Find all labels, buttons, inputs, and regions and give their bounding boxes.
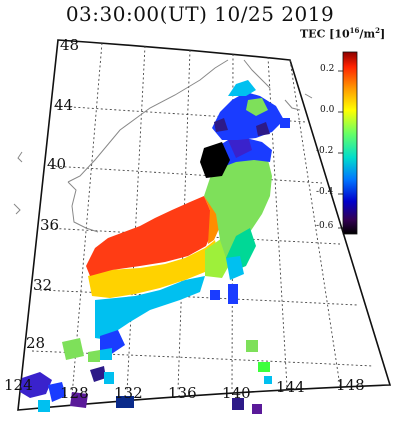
longitude-label: 128 [60, 384, 89, 402]
latitude-label: 28 [26, 334, 46, 352]
region-central-honshu [86, 196, 212, 276]
colorbar-ticks [338, 70, 343, 229]
latitude-label: 44 [54, 96, 74, 114]
region-northern-tohoku [200, 142, 230, 178]
longitude-label: 136 [168, 384, 197, 402]
colorbar-tick-label: -0.4 [316, 187, 334, 197]
longitude-label: 132 [114, 384, 143, 402]
latitude-label: 40 [47, 155, 67, 173]
longitude-label: 144 [276, 378, 305, 396]
latitude-label: 32 [33, 276, 53, 294]
latitude-label: 48 [60, 36, 80, 54]
map-frame [17, 39, 392, 411]
longitude-label: 148 [336, 376, 365, 394]
region-kyushu-ryukyu [95, 276, 205, 340]
colorbar-title: TEC [1016/m2] [300, 26, 386, 41]
longitude-label: 124 [4, 376, 33, 394]
colorbar-tick-label: -0.2 [316, 146, 334, 156]
map-title: 03:30:00(UT) 10/25 2019 [65, 2, 335, 26]
longitude-label: 140 [222, 384, 251, 402]
tec-regions [20, 80, 290, 414]
region-southern-japan [88, 240, 218, 298]
coastlines [13, 59, 313, 233]
colorbar [342, 51, 358, 235]
latitude-label: 36 [40, 216, 60, 234]
region-tohoku [204, 156, 272, 258]
colorbar-tick-label: -0.6 [316, 221, 334, 231]
region-hokkaido [212, 92, 284, 140]
colorbar-tick-label: 0.2 [320, 64, 335, 74]
colorbar-tick-label: 0.0 [320, 105, 335, 115]
